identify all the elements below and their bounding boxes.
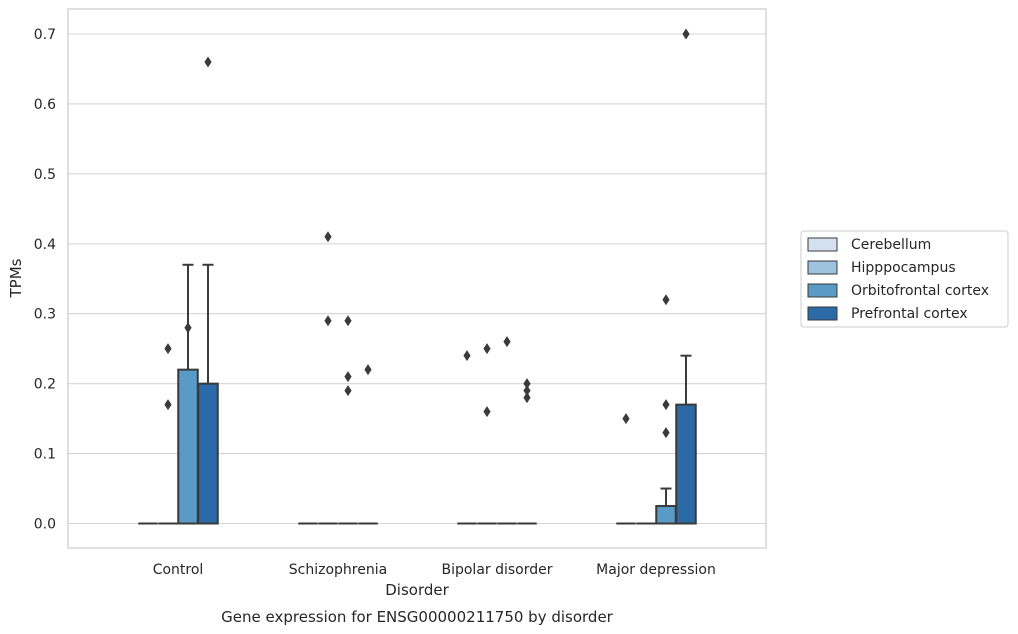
legend-label: Prefrontal cortex xyxy=(851,306,968,322)
y-tick-label: 0.5 xyxy=(34,167,56,183)
outlier-point xyxy=(483,406,491,418)
outlier-point xyxy=(622,413,630,425)
y-tick-labels: 0.0 0.1 0.2 0.3 0.4 0.5 0.6 0.7 xyxy=(34,27,56,533)
series-cerebellum xyxy=(138,350,636,525)
outlier-point xyxy=(344,385,352,397)
outlier-point xyxy=(344,315,352,327)
series-prefrontal-cortex xyxy=(197,28,697,525)
y-tick-label: 0.4 xyxy=(34,237,56,253)
y-tick-label: 0.0 xyxy=(34,517,56,533)
outlier-point xyxy=(204,56,212,68)
outlier-point xyxy=(463,350,471,362)
x-tick-labels: Control Schizophrenia Bipolar disorder Majo… xyxy=(153,562,716,578)
legend-frame xyxy=(800,230,1009,328)
outlier-point xyxy=(164,343,172,355)
plot-frame xyxy=(67,8,767,549)
legend-swatch xyxy=(807,283,838,298)
outlier-point xyxy=(184,322,192,334)
legend-label: Orbitofrontal cortex xyxy=(851,283,989,299)
box xyxy=(197,382,219,525)
legend-swatch xyxy=(807,237,838,252)
legend-label: Cerebellum xyxy=(851,237,931,253)
outlier-point xyxy=(324,315,332,327)
outlier-point xyxy=(682,28,690,40)
chart-caption: Gene expression for ENSG00000211750 by d… xyxy=(221,608,614,626)
y-tick-label: 0.1 xyxy=(34,447,56,463)
outlier-point xyxy=(662,399,670,411)
x-tick-label: Bipolar disorder xyxy=(441,562,552,578)
box xyxy=(655,505,677,525)
outlier-point xyxy=(483,343,491,355)
outlier-point xyxy=(523,385,531,397)
box xyxy=(177,368,199,525)
x-axis-title: Disorder xyxy=(385,581,449,599)
box xyxy=(675,403,697,525)
y-tick-label: 0.7 xyxy=(34,27,56,43)
legend-swatch xyxy=(807,260,838,275)
legend-label: Hipppocampus xyxy=(851,260,956,276)
legend-swatch xyxy=(807,306,838,321)
gridlines xyxy=(68,33,766,525)
series-orbitofrontal-cortex xyxy=(177,263,677,525)
x-tick-label: Major depression xyxy=(596,562,716,578)
y-axis-title: TPMs xyxy=(7,258,25,298)
outlier-point xyxy=(344,371,352,383)
outlier-point xyxy=(662,427,670,439)
outlier-point xyxy=(164,399,172,411)
series-hipppocampus xyxy=(158,231,656,525)
x-tick-label: Schizophrenia xyxy=(289,562,387,578)
y-tick-label: 0.2 xyxy=(34,377,56,393)
outlier-point xyxy=(503,336,511,348)
outlier-point xyxy=(324,231,332,243)
y-tick-label: 0.3 xyxy=(34,307,56,323)
x-tick-label: Control xyxy=(153,562,204,578)
y-tick-label: 0.6 xyxy=(34,97,56,113)
outlier-point xyxy=(523,392,531,404)
outlier-point xyxy=(523,378,531,390)
legend-items: Cerebellum Hipppocampus Orbitofrontal cort… xyxy=(807,237,989,322)
outlier-point xyxy=(364,364,372,376)
outlier-point xyxy=(662,294,670,306)
legend: Cerebellum Hipppocampus Orbitofrontal cort… xyxy=(800,230,1009,328)
box-layer xyxy=(138,28,697,525)
